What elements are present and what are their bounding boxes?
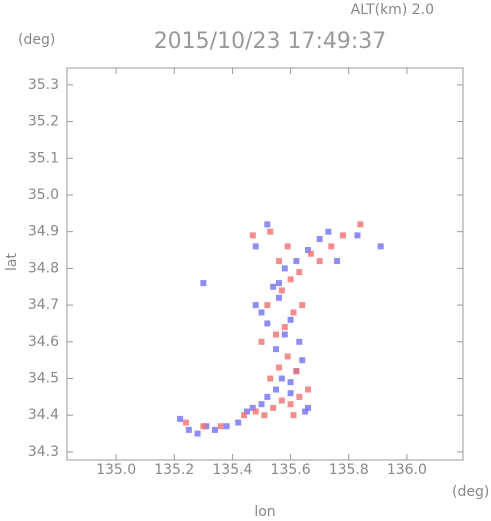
- point: [267, 228, 274, 235]
- point: [235, 419, 242, 426]
- point: [275, 294, 282, 301]
- x-tick-label: 135.2: [154, 462, 194, 478]
- point: [273, 331, 280, 338]
- point: [278, 287, 285, 294]
- chart-title: 2015/10/23 17:49:37: [154, 29, 387, 54]
- point: [264, 302, 271, 309]
- point: [305, 247, 312, 254]
- y-tick-label: 34.6: [28, 334, 59, 350]
- point: [258, 338, 265, 345]
- y-tick-label: 35.1: [28, 150, 59, 166]
- y-tick-label: 34.8: [28, 260, 59, 276]
- point: [258, 401, 265, 408]
- point: [357, 221, 364, 228]
- point: [299, 302, 306, 309]
- x-tick-label: 136.0: [387, 462, 427, 478]
- x-tick-label: 135.4: [212, 462, 252, 478]
- point: [290, 309, 297, 316]
- point: [305, 386, 312, 393]
- point: [316, 236, 323, 243]
- y-tick-label: 35.2: [28, 114, 59, 130]
- point: [249, 232, 256, 239]
- point: [299, 357, 306, 364]
- point: [302, 408, 309, 415]
- point: [270, 283, 277, 290]
- point: [281, 324, 288, 331]
- point: [241, 412, 248, 419]
- point: [316, 258, 323, 265]
- point: [182, 419, 189, 426]
- y-tick-label: 34.7: [28, 297, 59, 313]
- point: [249, 404, 256, 411]
- x-tick-label: 135.8: [329, 462, 369, 478]
- point: [287, 316, 294, 323]
- point: [252, 408, 259, 415]
- point: [223, 423, 230, 430]
- point: [261, 412, 268, 419]
- point: [377, 243, 384, 250]
- point: [278, 397, 285, 404]
- y-tick-label: 34.5: [28, 371, 59, 387]
- point: [307, 250, 314, 257]
- point: [287, 276, 294, 283]
- point: [264, 393, 271, 400]
- x-tick-label: 135.6: [271, 462, 311, 478]
- point: [293, 368, 300, 375]
- point: [281, 265, 288, 272]
- point: [275, 364, 282, 371]
- x-axis-label: lon: [254, 504, 275, 520]
- point: [275, 258, 282, 265]
- point: [264, 320, 271, 327]
- y-tick-label: 35.3: [28, 77, 59, 93]
- point: [278, 375, 285, 382]
- point: [200, 280, 207, 287]
- point: [305, 404, 312, 411]
- point: [200, 423, 207, 430]
- y-tick-label: 34.3: [28, 444, 59, 460]
- point: [275, 280, 282, 287]
- x-unit: (deg): [452, 484, 489, 500]
- point: [284, 353, 291, 360]
- point: [287, 379, 294, 386]
- point: [264, 221, 271, 228]
- point: [296, 393, 303, 400]
- point: [287, 401, 294, 408]
- y-axis-label: lat: [4, 253, 20, 271]
- point: [293, 258, 300, 265]
- point: [284, 243, 291, 250]
- point: [325, 228, 332, 235]
- point: [296, 338, 303, 345]
- point: [185, 426, 192, 433]
- point: [287, 390, 294, 397]
- y-unit: (deg): [18, 32, 55, 48]
- point: [267, 375, 274, 382]
- y-tick-label: 35.0: [28, 187, 59, 203]
- point: [252, 302, 259, 309]
- point: [211, 426, 218, 433]
- point: [194, 430, 201, 437]
- point: [296, 269, 303, 276]
- point: [281, 331, 288, 338]
- altitude: ALT(km) 2.0: [351, 2, 434, 18]
- point: [258, 309, 265, 316]
- point: [243, 408, 250, 415]
- point: [334, 258, 341, 265]
- point: [328, 243, 335, 250]
- point: [270, 404, 277, 411]
- y-tick-label: 34.9: [28, 224, 59, 240]
- point: [290, 412, 297, 419]
- y-tick-label: 34.4: [28, 407, 59, 423]
- x-tick-label: 135.0: [96, 462, 136, 478]
- point: [217, 423, 224, 430]
- point: [354, 232, 361, 239]
- point: [177, 415, 184, 422]
- point: [252, 243, 259, 250]
- point: [273, 346, 280, 353]
- point: [273, 386, 280, 393]
- point: [339, 232, 346, 239]
- plot-frame: [66, 67, 464, 461]
